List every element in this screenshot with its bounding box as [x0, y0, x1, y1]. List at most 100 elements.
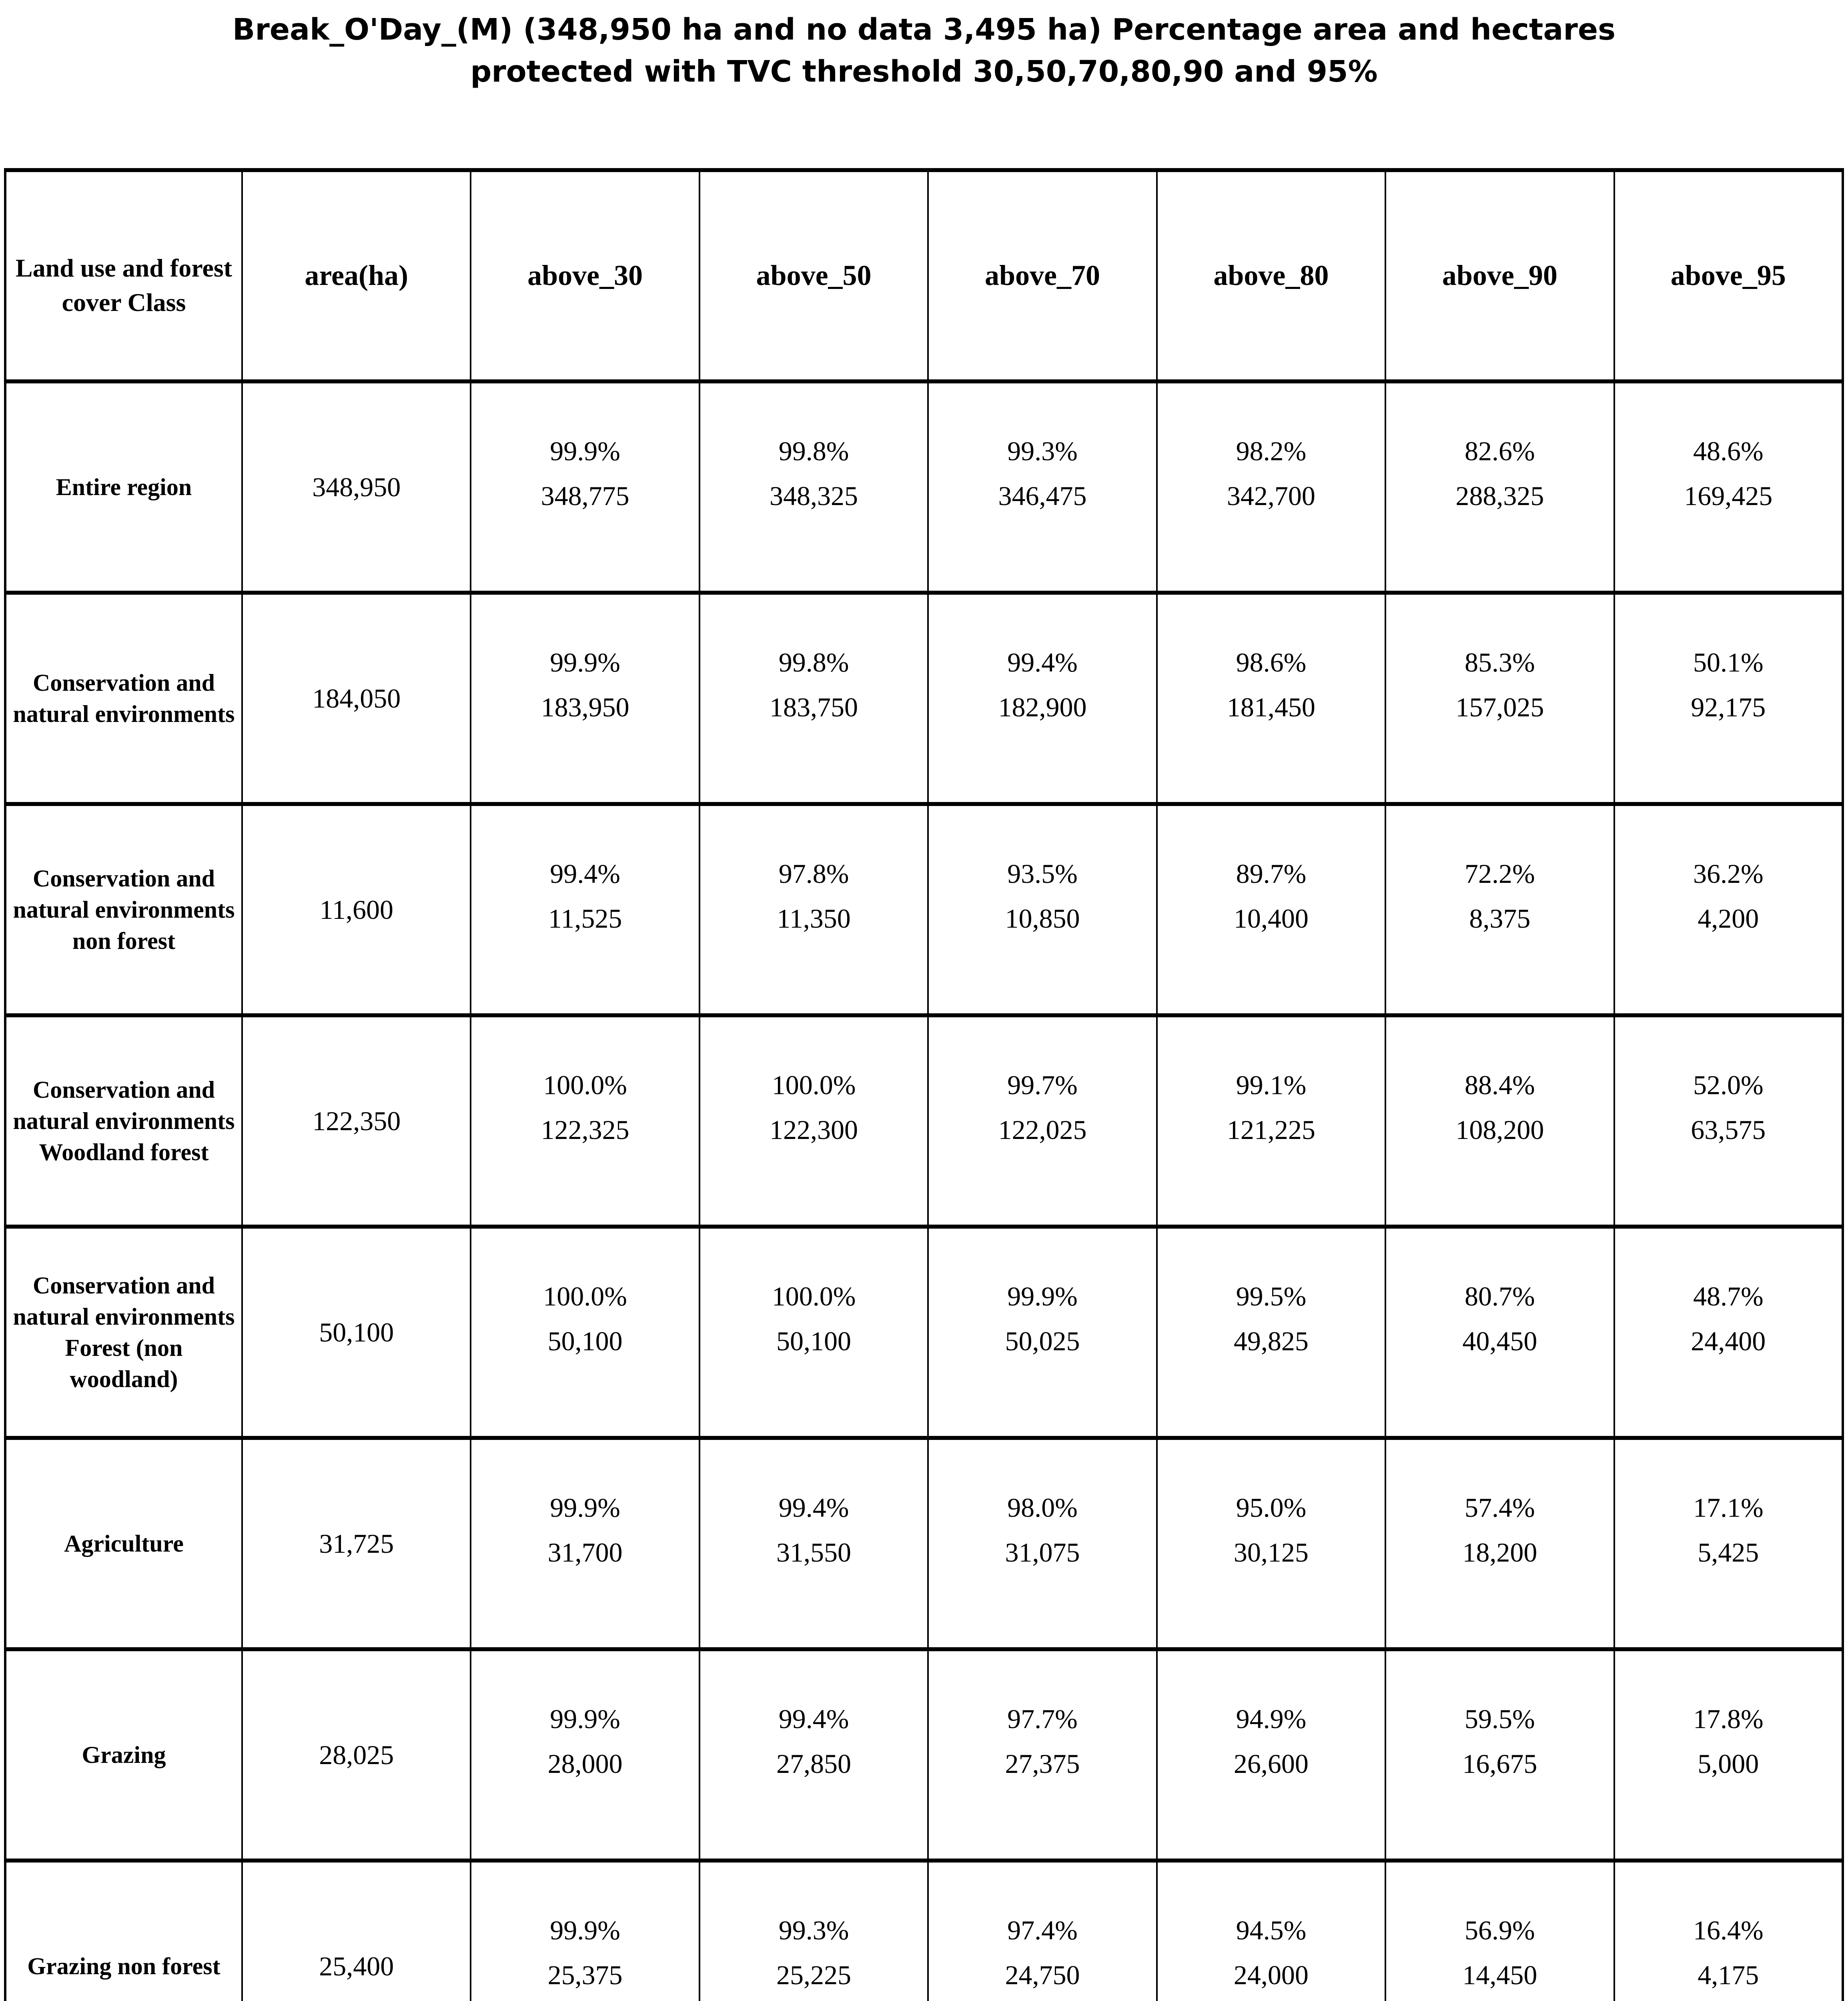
- cell-class: Grazing non forest: [4, 1859, 243, 2001]
- value-percent: 100.0%: [543, 1069, 627, 1100]
- value-hectares: 18,200: [1462, 1537, 1537, 1568]
- value-percent: 88.4%: [1464, 1069, 1535, 1100]
- cell-threshold: 36.2% 4,200: [1613, 802, 1844, 1017]
- value-hectares: 31,700: [547, 1537, 623, 1568]
- value-percent: 17.8%: [1693, 1703, 1764, 1734]
- value-percent: 50.1%: [1693, 647, 1764, 678]
- cell-threshold: 95.0% 30,125: [1156, 1436, 1387, 1651]
- value-hectares: 50,100: [776, 1326, 852, 1356]
- cell-class: Conservation and natural environments Fo…: [4, 1225, 243, 1440]
- cell-threshold: 72.2% 8,375: [1385, 802, 1615, 1017]
- value-hectares: 63,575: [1691, 1115, 1766, 1145]
- cell-threshold: 100.0% 50,100: [698, 1225, 929, 1440]
- value-hectares: 4,200: [1698, 903, 1759, 934]
- value-percent: 94.5%: [1236, 1915, 1307, 1945]
- cell-class: Conservation and natural environments Wo…: [4, 1013, 243, 1229]
- cell-threshold: 99.9% 50,025: [927, 1225, 1158, 1440]
- cell-threshold: 56.9% 14,450: [1385, 1859, 1615, 2001]
- report-table: Land use and forest cover Class area(ha) a…: [4, 168, 1844, 2001]
- value-percent: 48.6%: [1693, 435, 1764, 466]
- value-percent: 59.5%: [1464, 1703, 1535, 1734]
- value-hectares: 28,000: [547, 1748, 623, 1779]
- cell-threshold: 99.4% 31,550: [698, 1436, 929, 1651]
- value-hectares: 16,675: [1462, 1748, 1537, 1779]
- cell-threshold: 94.9% 26,600: [1156, 1647, 1387, 1863]
- value-percent: 99.9%: [550, 1915, 620, 1945]
- cell-threshold: 93.5% 10,850: [927, 802, 1158, 1017]
- column-header-class: Land use and forest cover Class: [4, 168, 243, 383]
- cell-threshold: 99.8% 348,325: [698, 379, 929, 595]
- value-hectares: 27,850: [776, 1748, 852, 1779]
- value-percent: 82.6%: [1464, 435, 1535, 466]
- value-hectares: 25,375: [547, 1960, 623, 1990]
- value-hectares: 25,225: [776, 1960, 852, 1990]
- value-percent: 98.6%: [1236, 647, 1307, 678]
- table-row: Conservation and natural environments Wo…: [4, 1013, 1844, 1229]
- column-header-area(ha): area(ha): [241, 168, 472, 383]
- cell-area: 50,100: [241, 1225, 472, 1440]
- value-percent: 97.4%: [1007, 1915, 1078, 1945]
- cell-threshold: 94.5% 24,000: [1156, 1859, 1387, 2001]
- value-hectares: 157,025: [1455, 692, 1544, 722]
- value-hectares: 342,700: [1227, 481, 1315, 511]
- value-percent: 99.3%: [1007, 435, 1078, 466]
- value-percent: 94.9%: [1236, 1703, 1307, 1734]
- value-hectares: 108,200: [1455, 1115, 1544, 1145]
- value-percent: 95.0%: [1236, 1492, 1307, 1523]
- column-header-above_50: above_50: [698, 168, 929, 383]
- cell-threshold: 99.3% 25,225: [698, 1859, 929, 2001]
- cell-threshold: 97.7% 27,375: [927, 1647, 1158, 1863]
- value-percent: 99.5%: [1236, 1281, 1307, 1311]
- value-percent: 80.7%: [1464, 1281, 1535, 1311]
- column-header-above_90: above_90: [1385, 168, 1615, 383]
- cell-threshold: 98.6% 181,450: [1156, 591, 1387, 806]
- cell-class: Agriculture: [4, 1436, 243, 1651]
- value-hectares: 182,900: [998, 692, 1087, 722]
- cell-area: 348,950: [241, 379, 472, 595]
- cell-area: 184,050: [241, 591, 472, 806]
- value-percent: 99.7%: [1007, 1069, 1078, 1100]
- value-percent: 56.9%: [1464, 1915, 1535, 1945]
- cell-threshold: 99.7% 122,025: [927, 1013, 1158, 1229]
- value-hectares: 5,000: [1698, 1748, 1759, 1779]
- cell-threshold: 17.8% 5,000: [1613, 1647, 1844, 1863]
- value-percent: 99.9%: [550, 1492, 620, 1523]
- value-percent: 48.7%: [1693, 1281, 1764, 1311]
- column-header-above_70: above_70: [927, 168, 1158, 383]
- cell-area: 122,350: [241, 1013, 472, 1229]
- value-percent: 99.9%: [550, 647, 620, 678]
- table-row: Conservation and natural environments 184…: [4, 591, 1844, 806]
- cell-threshold: 85.3% 157,025: [1385, 591, 1615, 806]
- cell-threshold: 48.6% 169,425: [1613, 379, 1844, 595]
- value-percent: 97.8%: [778, 858, 849, 889]
- value-hectares: 24,000: [1233, 1960, 1309, 1990]
- cell-threshold: 100.0% 50,100: [470, 1225, 700, 1440]
- cell-threshold: 100.0% 122,325: [470, 1013, 700, 1229]
- table-row: Grazing non forest 25,400 99.9% 25,375 99.3%…: [4, 1859, 1844, 2001]
- value-hectares: 8,375: [1469, 903, 1531, 934]
- cell-threshold: 99.4% 182,900: [927, 591, 1158, 806]
- value-percent: 99.3%: [778, 1915, 849, 1945]
- value-hectares: 181,450: [1227, 692, 1315, 722]
- cell-threshold: 99.4% 27,850: [698, 1647, 929, 1863]
- value-percent: 97.7%: [1007, 1703, 1078, 1734]
- value-percent: 36.2%: [1693, 858, 1764, 889]
- value-hectares: 346,475: [998, 481, 1087, 511]
- value-percent: 93.5%: [1007, 858, 1078, 889]
- value-hectares: 5,425: [1698, 1537, 1759, 1568]
- cell-threshold: 17.1% 5,425: [1613, 1436, 1844, 1651]
- cell-class: Entire region: [4, 379, 243, 595]
- cell-threshold: 98.0% 31,075: [927, 1436, 1158, 1651]
- value-hectares: 11,525: [548, 903, 622, 934]
- value-percent: 99.9%: [550, 435, 620, 466]
- value-hectares: 4,175: [1698, 1960, 1759, 1990]
- cell-threshold: 99.4% 11,525: [470, 802, 700, 1017]
- value-percent: 99.9%: [1007, 1281, 1078, 1311]
- table-row: Conservation and natural environments no…: [4, 802, 1844, 1017]
- value-hectares: 10,850: [1005, 903, 1080, 934]
- value-hectares: 121,225: [1227, 1115, 1315, 1145]
- value-hectares: 183,950: [541, 692, 629, 722]
- cell-threshold: 89.7% 10,400: [1156, 802, 1387, 1017]
- value-hectares: 27,375: [1005, 1748, 1080, 1779]
- cell-threshold: 97.4% 24,750: [927, 1859, 1158, 2001]
